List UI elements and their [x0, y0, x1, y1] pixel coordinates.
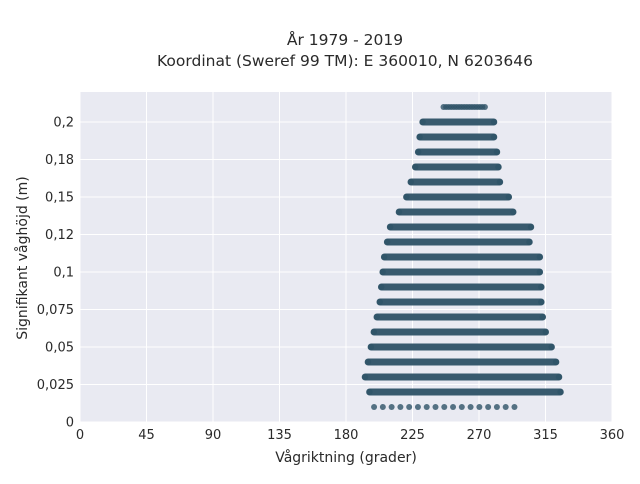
- data-point: [408, 179, 415, 185]
- data-point: [467, 404, 474, 410]
- data-point: [384, 239, 391, 245]
- data-point: [366, 389, 373, 395]
- data-point: [536, 269, 543, 275]
- data-point: [458, 404, 465, 410]
- data-point: [538, 284, 545, 290]
- data-point: [542, 329, 549, 335]
- x-tick-label: 135: [267, 428, 292, 443]
- data-point: [397, 404, 404, 410]
- grid-lines: [79, 92, 613, 423]
- x-tick-label: 315: [533, 428, 558, 443]
- data-point: [416, 134, 423, 140]
- data-point: [403, 194, 410, 200]
- data-point: [555, 374, 562, 380]
- x-axis-label: Vågriktning (grader): [275, 449, 417, 466]
- data-point: [379, 269, 386, 275]
- data-point: [387, 224, 394, 230]
- x-tick-labels: 0 45 90 135 180 225 270 315 360: [76, 428, 625, 443]
- data-point: [450, 404, 457, 410]
- y-tick-label: 0,15: [45, 191, 74, 206]
- y-tick-label: 0,025: [37, 378, 74, 393]
- y-tick-label: 0,12: [45, 228, 74, 243]
- data-point: [509, 209, 516, 215]
- data-point: [557, 389, 564, 395]
- x-tick-label: 0: [76, 428, 84, 443]
- data-point: [485, 404, 492, 410]
- data-point: [511, 404, 518, 410]
- data-point: [432, 404, 439, 410]
- data-point: [493, 149, 500, 155]
- chart-subtitle: Koordinat (Sweref 99 TM): E 360010, N 62…: [157, 52, 533, 70]
- data-point: [490, 134, 497, 140]
- y-tick-label: 0,2: [53, 116, 74, 131]
- data-point: [538, 299, 545, 305]
- data-point: [495, 164, 502, 170]
- data-point: [396, 209, 403, 215]
- data-point: [381, 254, 388, 260]
- data-point: [415, 149, 422, 155]
- data-point: [362, 374, 369, 380]
- chart-title: År 1979 - 2019: [287, 30, 403, 49]
- x-tick-label: 360: [600, 428, 625, 443]
- data-point: [368, 344, 375, 350]
- data-point: [502, 404, 509, 410]
- y-tick-label: 0,1: [53, 266, 74, 281]
- data-point: [481, 104, 488, 110]
- data-point: [414, 404, 421, 410]
- data-point: [527, 224, 534, 230]
- data-point: [374, 314, 381, 320]
- data-point: [476, 404, 483, 410]
- data-point: [423, 404, 430, 410]
- data-point: [376, 299, 383, 305]
- data-point: [379, 404, 386, 410]
- x-tick-label: 45: [138, 428, 155, 443]
- y-tick-labels: 0 0,025 0,05 0,075 0,1 0,12 0,15 0,18 0,2: [37, 116, 74, 431]
- data-point: [526, 239, 533, 245]
- data-points: [361, 104, 564, 410]
- data-point: [371, 329, 378, 335]
- y-tick-label: 0,18: [45, 153, 74, 168]
- data-point: [536, 254, 543, 260]
- y-tick-label: 0: [66, 416, 74, 431]
- data-point: [406, 404, 413, 410]
- data-point: [505, 194, 512, 200]
- data-point: [419, 119, 426, 125]
- data-point: [371, 404, 378, 410]
- data-point: [493, 404, 500, 410]
- y-tick-label: 0,075: [37, 303, 74, 318]
- data-point: [378, 284, 385, 290]
- data-point: [441, 404, 448, 410]
- data-point: [496, 179, 503, 185]
- y-tick-label: 0,05: [45, 341, 74, 356]
- data-point: [548, 344, 555, 350]
- x-tick-label: 180: [334, 428, 359, 443]
- data-point: [365, 359, 372, 365]
- data-point: [552, 359, 559, 365]
- x-tick-label: 270: [467, 428, 492, 443]
- x-tick-label: 90: [205, 428, 222, 443]
- data-point: [490, 119, 497, 125]
- data-point: [388, 404, 395, 410]
- data-point: [539, 314, 546, 320]
- x-tick-label: 225: [400, 428, 425, 443]
- y-axis-label: Signifikant våghöjd (m): [14, 176, 31, 339]
- data-point: [412, 164, 419, 170]
